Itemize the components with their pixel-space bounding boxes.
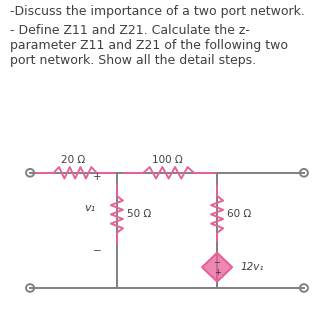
Text: −: − (93, 246, 101, 256)
Text: 50 Ω: 50 Ω (127, 209, 151, 220)
Text: 100 Ω: 100 Ω (152, 155, 182, 165)
Text: -Discuss the importance of a two port network.: -Discuss the importance of a two port ne… (10, 5, 305, 18)
Text: v₁: v₁ (85, 203, 96, 213)
Text: 60 Ω: 60 Ω (227, 209, 252, 220)
Text: +: + (93, 172, 101, 182)
Text: port network. Show all the detail steps.: port network. Show all the detail steps. (10, 54, 256, 67)
Text: +: + (214, 268, 220, 277)
Text: −: − (214, 258, 220, 268)
Text: 12v₁: 12v₁ (240, 262, 264, 272)
Polygon shape (202, 253, 232, 282)
Text: parameter Z11 and Z21 of the following two: parameter Z11 and Z21 of the following t… (10, 39, 288, 52)
Text: - Define Z11 and Z21. Calculate the z-: - Define Z11 and Z21. Calculate the z- (10, 24, 250, 37)
Text: 20 Ω: 20 Ω (61, 155, 86, 165)
